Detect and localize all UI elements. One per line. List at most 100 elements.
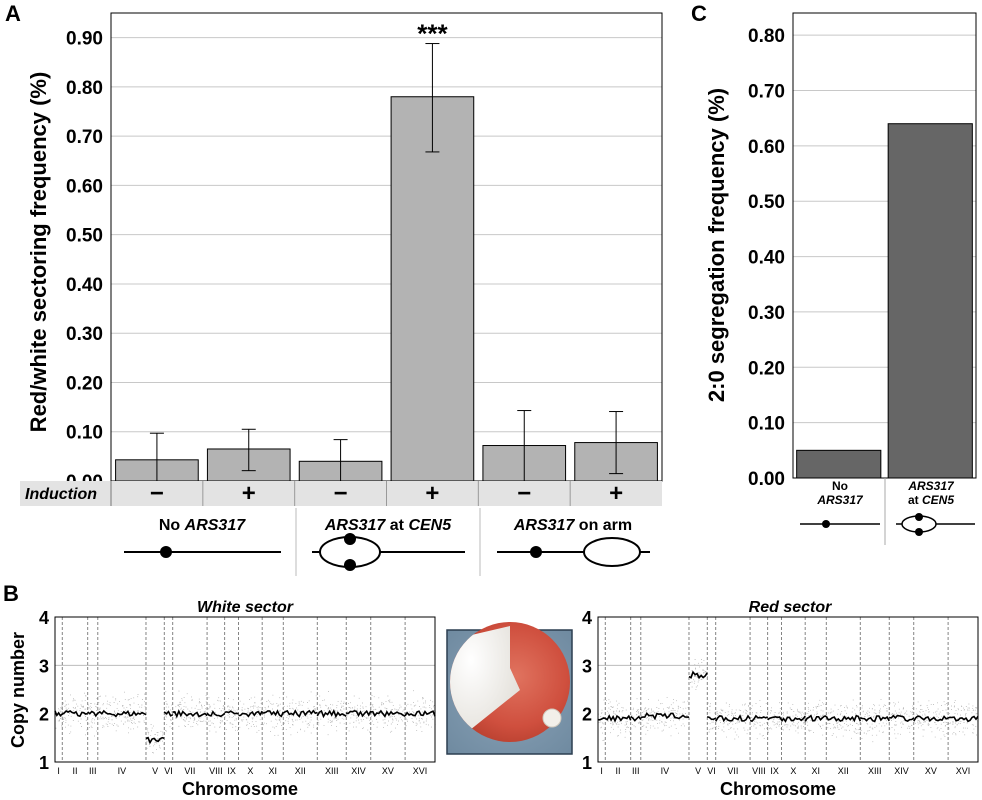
y-tick-label: 0.50 xyxy=(66,226,103,247)
y-tick-label: 0.10 xyxy=(748,414,785,435)
chromosome-tick-label: II xyxy=(72,766,77,776)
y-tick-label: 0.40 xyxy=(66,275,103,296)
panel-c-letter: C xyxy=(691,1,707,26)
y-tick-label: 4 xyxy=(582,608,592,628)
panel-b-letter: B xyxy=(3,581,19,606)
chromosome-tick-label: VIII xyxy=(752,766,766,776)
chromosome-tick-label: IV xyxy=(118,766,127,776)
white-sector-frame xyxy=(54,616,436,763)
induction-row-background xyxy=(20,481,662,506)
chromosome-tick-label: I xyxy=(57,766,60,776)
chromosome-tick-label: VIII xyxy=(209,766,223,776)
panel-a-letter: A xyxy=(5,1,21,26)
red-sector-plot: I II III IV V VI VII VIII IX X XI XII XIII XIV XV XVI xyxy=(597,617,979,776)
chromosome-tick-label: XVI xyxy=(956,766,971,776)
copy-number-points xyxy=(598,659,979,743)
chromosome-tick-label: VI xyxy=(164,766,173,776)
panel-a: A Red/white sectoring frequency (%) 0.00… xyxy=(5,1,663,576)
panel-c-bars xyxy=(796,123,973,479)
y-tick-label: 0.60 xyxy=(748,137,785,158)
induction-label: Induction xyxy=(25,486,97,503)
panel-c-diagram-no-ars317 xyxy=(800,520,880,528)
chromosome-tick-label: XII xyxy=(295,766,306,776)
chromosome-tick-label: XIV xyxy=(894,766,909,776)
chromosome-tick-label: XV xyxy=(925,766,937,776)
y-tick-label: 0.20 xyxy=(66,373,103,394)
copy-number-line xyxy=(54,708,436,745)
chromosome-tick-label: XI xyxy=(268,766,277,776)
chromosome-tick-label: I xyxy=(600,766,603,776)
chromosome-tick-label: VI xyxy=(707,766,716,776)
panel-a-y-axis-label: Red/white sectoring frequency (%) xyxy=(26,72,51,433)
chromosome-tick-label: III xyxy=(89,766,97,776)
y-tick-label: 0.10 xyxy=(66,423,103,444)
copy-number-points xyxy=(55,690,436,754)
white-sector-y-ticks: 1 2 3 4 xyxy=(39,608,49,773)
chromosome-tick-label: V xyxy=(695,766,701,776)
induction-sign: − xyxy=(334,480,348,507)
induction-signs: − + − + − + xyxy=(150,480,623,507)
chromosome-tick-label: XI xyxy=(811,766,820,776)
panel-c-label-1b: ARS317 xyxy=(816,493,864,507)
chromosome-tick-label: XIII xyxy=(325,766,339,776)
diagram-ars317-on-arm xyxy=(497,537,650,567)
induction-sign: − xyxy=(517,480,531,507)
panel-c-y-axis-label: 2:0 segregation frequency (%) xyxy=(704,88,729,402)
white-sector-title: White sector xyxy=(197,599,294,616)
y-tick-label: 0.70 xyxy=(748,82,785,103)
bar xyxy=(796,449,882,479)
y-tick-label: 1 xyxy=(582,753,592,773)
panel-c-y-ticks: 0.00 0.10 0.20 0.30 0.40 0.50 0.60 0.70 0.80 xyxy=(748,26,785,490)
chromosome-tick-label: XV xyxy=(382,766,394,776)
bar xyxy=(887,123,973,479)
chromosome-tick-label: III xyxy=(632,766,640,776)
panel-a-bars xyxy=(115,96,658,482)
y-tick-label: 0.40 xyxy=(748,248,785,269)
red-sector-y-ticks: 1 2 3 4 xyxy=(582,608,592,773)
chromosome-tick-label: XVI xyxy=(413,766,428,776)
y-tick-label: 3 xyxy=(39,656,49,676)
chromosome-tick-label: XIII xyxy=(868,766,882,776)
copy-number-line xyxy=(597,670,979,723)
y-tick-label: 0.30 xyxy=(66,324,103,345)
chromosome-tick-label: VII xyxy=(184,766,195,776)
panel-c-gridlines xyxy=(793,34,976,424)
y-tick-label: 0.50 xyxy=(748,192,785,213)
y-tick-label: 0.80 xyxy=(66,78,103,99)
group-label-ars317-on-arm: ARS317 on arm xyxy=(513,517,632,534)
panel-a-y-ticks: 0.000.100.200.300.400.500.600.700.800.90 xyxy=(66,29,103,493)
diagram-ars317-at-cen5 xyxy=(312,533,465,571)
y-tick-label: 3 xyxy=(582,656,592,676)
panel-a-error-bars xyxy=(149,43,624,482)
y-tick-label: 0.20 xyxy=(748,358,785,379)
panel-b-y-axis-label: Copy number xyxy=(8,632,28,748)
panel-c: C 2:0 segregation frequency (%) 0.00 0.10… xyxy=(691,1,977,545)
y-tick-label: 2 xyxy=(39,705,49,725)
red-sector-x-axis-label: Chromosome xyxy=(720,779,836,799)
chromosome-tick-label: VII xyxy=(727,766,738,776)
chromosome-tick-label: IV xyxy=(661,766,670,776)
chromosome-tick-label: V xyxy=(152,766,158,776)
chromosome-tick-label: IX xyxy=(227,766,236,776)
red-sector-frame xyxy=(597,616,979,763)
induction-sign: − xyxy=(150,480,164,507)
panel-c-label-2b: at CEN5 xyxy=(908,493,954,507)
chromosome-tick-label: XIV xyxy=(351,766,366,776)
group-label-ars317-at-cen5: ARS317 at CEN5 xyxy=(324,517,452,534)
y-tick-label: 2 xyxy=(582,705,592,725)
induction-sign: + xyxy=(242,480,256,507)
group-label-no-ars317: No ARS317 xyxy=(159,517,246,534)
panel-a-gridlines xyxy=(111,37,662,433)
panel-a-plot-frame xyxy=(110,12,663,482)
y-tick-label: 0.00 xyxy=(748,469,785,490)
white-sector-x-axis-label: Chromosome xyxy=(182,779,298,799)
y-tick-label: 1 xyxy=(39,753,49,773)
y-tick-label: 0.80 xyxy=(748,26,785,47)
induction-sign: + xyxy=(425,480,439,507)
panel-c-label-2a: ARS317 xyxy=(907,479,955,493)
chromosome-tick-label: X xyxy=(247,766,253,776)
induction-sign: + xyxy=(609,480,623,507)
chromosome-tick-label: XII xyxy=(838,766,849,776)
